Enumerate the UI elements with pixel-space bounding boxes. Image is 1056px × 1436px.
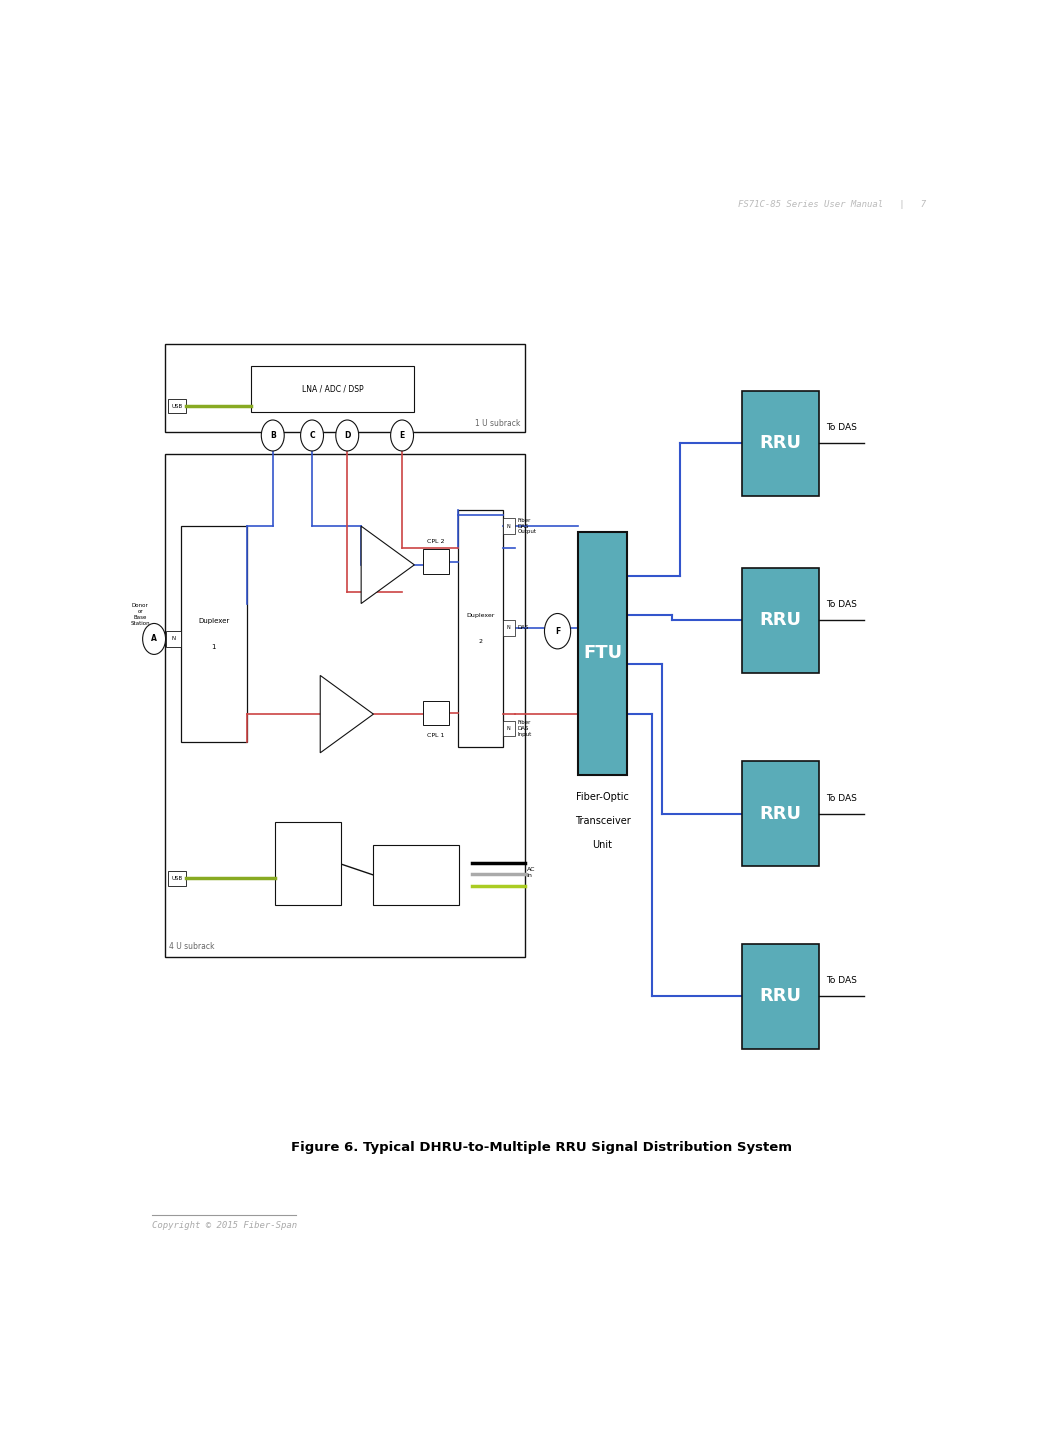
Text: USB: USB xyxy=(171,404,183,409)
Bar xyxy=(167,632,182,646)
Text: Control: Control xyxy=(297,850,319,856)
Text: To DAS: To DAS xyxy=(826,794,856,803)
Bar xyxy=(165,343,525,432)
Text: Duplexer: Duplexer xyxy=(466,613,494,617)
Text: DAS: DAS xyxy=(517,625,529,630)
Text: F: F xyxy=(555,626,560,636)
Bar xyxy=(165,454,525,958)
Bar xyxy=(503,721,515,737)
Text: A: A xyxy=(151,635,157,643)
Bar xyxy=(182,526,247,742)
Text: 1 U subrack: 1 U subrack xyxy=(475,419,521,428)
Bar xyxy=(422,701,449,725)
Text: USB: USB xyxy=(171,876,183,880)
Circle shape xyxy=(336,419,359,451)
Text: FS71C-85 Series User Manual   |   7: FS71C-85 Series User Manual | 7 xyxy=(738,200,926,210)
Text: Unit: Unit xyxy=(592,840,612,850)
Text: N: N xyxy=(507,625,511,630)
Circle shape xyxy=(261,419,284,451)
Bar xyxy=(276,823,341,906)
Text: 2: 2 xyxy=(478,639,483,645)
Text: RRU: RRU xyxy=(759,987,802,1005)
Text: Fiber
DAS
Input: Fiber DAS Input xyxy=(517,721,532,737)
Text: N: N xyxy=(172,636,175,642)
Text: PA2: PA2 xyxy=(376,553,388,559)
Text: Transceiver: Transceiver xyxy=(574,816,630,826)
Text: Fiber-Optic: Fiber-Optic xyxy=(577,791,629,801)
Bar xyxy=(250,366,414,412)
Text: E: E xyxy=(399,431,404,439)
Text: D: D xyxy=(344,431,351,439)
Text: Figure 6. Typical DHRU-to-Multiple RRU Signal Distribution System: Figure 6. Typical DHRU-to-Multiple RRU S… xyxy=(290,1142,792,1155)
Text: AC
In: AC In xyxy=(527,867,535,877)
Text: PA1: PA1 xyxy=(335,702,346,708)
Circle shape xyxy=(545,613,570,649)
Text: CPL 2: CPL 2 xyxy=(427,538,445,544)
Text: (UL): (UL) xyxy=(335,727,347,732)
Bar xyxy=(741,943,819,1048)
Text: To DAS: To DAS xyxy=(826,976,856,985)
Text: CPL 1: CPL 1 xyxy=(427,732,445,738)
Text: RRU: RRU xyxy=(759,612,802,629)
Bar xyxy=(422,550,449,574)
Text: Power Supply: Power Supply xyxy=(395,873,437,877)
Circle shape xyxy=(301,419,323,451)
Bar xyxy=(578,531,627,775)
Text: To DAS: To DAS xyxy=(826,600,856,609)
Bar xyxy=(741,761,819,866)
Text: FTU: FTU xyxy=(583,645,622,662)
Text: LNA / ADC / DSP: LNA / ADC / DSP xyxy=(302,385,363,393)
Text: (DL): (DL) xyxy=(375,577,389,583)
Bar xyxy=(374,844,459,906)
Text: B: B xyxy=(270,431,276,439)
Text: Duplexer: Duplexer xyxy=(199,617,229,623)
Bar xyxy=(168,399,186,414)
Text: 4 U subrack: 4 U subrack xyxy=(169,942,214,951)
Text: RRU: RRU xyxy=(759,434,802,452)
Text: N: N xyxy=(507,727,511,731)
Polygon shape xyxy=(320,675,374,752)
Text: C: C xyxy=(309,431,315,439)
Polygon shape xyxy=(361,526,414,603)
Text: Copyright © 2015 Fiber-Span: Copyright © 2015 Fiber-Span xyxy=(152,1221,298,1229)
Bar xyxy=(457,510,503,747)
Bar xyxy=(168,872,186,886)
Text: To DAS: To DAS xyxy=(826,424,856,432)
Text: Board: Board xyxy=(299,875,317,880)
Bar xyxy=(741,567,819,672)
Text: 1: 1 xyxy=(211,645,216,651)
Bar xyxy=(503,620,515,636)
Circle shape xyxy=(143,623,166,655)
Text: N: N xyxy=(507,524,511,528)
Text: Fiber
DAS
Output: Fiber DAS Output xyxy=(517,518,536,534)
Text: RRU: RRU xyxy=(759,804,802,823)
Bar xyxy=(503,518,515,534)
Text: Donor
or
Base
Station: Donor or Base Station xyxy=(130,603,150,626)
Circle shape xyxy=(391,419,414,451)
Bar xyxy=(741,391,819,495)
